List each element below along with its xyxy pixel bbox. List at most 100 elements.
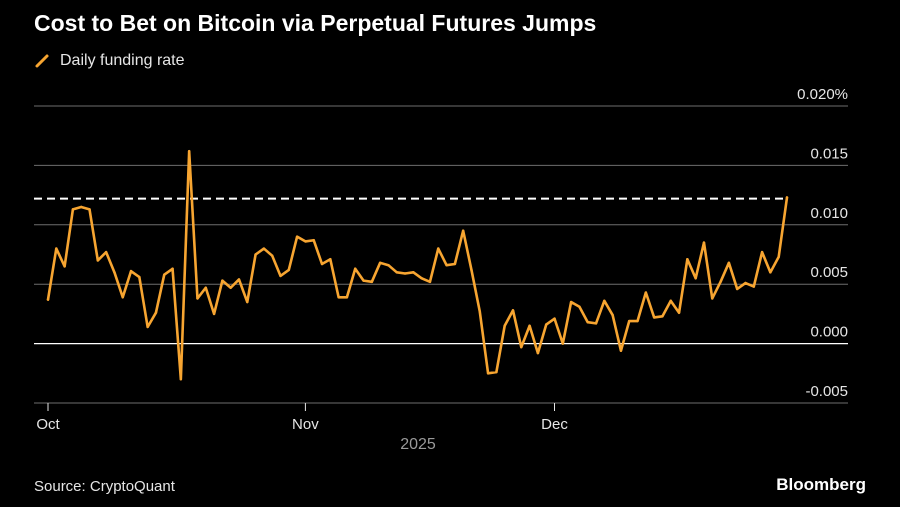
- data-point: [428, 280, 432, 284]
- data-point: [744, 281, 747, 285]
- data-point: [179, 378, 183, 381]
- data-point: [677, 311, 681, 314]
- data-point: [104, 250, 108, 254]
- data-point: [652, 316, 656, 319]
- data-point: [262, 247, 266, 250]
- data-point: [146, 325, 149, 329]
- chart-title: Cost to Bet on Bitcoin via Perpetual Fut…: [34, 10, 597, 36]
- data-point: [196, 297, 199, 300]
- data-point: [354, 267, 357, 270]
- data-point: [545, 323, 548, 326]
- data-point: [88, 208, 91, 211]
- data-point: [486, 372, 490, 375]
- data-point: [412, 271, 415, 274]
- y-tick-label: 0.005: [810, 264, 848, 281]
- data-point: [495, 370, 498, 374]
- data-point: [270, 254, 274, 257]
- data-point: [445, 263, 448, 267]
- data-point: [611, 313, 614, 317]
- data-point: [129, 269, 133, 273]
- data-point: [312, 239, 315, 242]
- data-point: [171, 267, 174, 270]
- data-point: [603, 299, 606, 303]
- data-point: [553, 317, 556, 320]
- data-point: [694, 277, 697, 280]
- x-axis-year-label: 2025: [400, 436, 436, 453]
- x-tick-label: Nov: [292, 416, 319, 433]
- data-point: [511, 309, 515, 312]
- data-point: [403, 272, 407, 275]
- data-point: [470, 268, 473, 272]
- data-point: [212, 312, 216, 316]
- legend-label: Daily funding rate: [60, 52, 185, 69]
- legend-line-icon: [35, 54, 49, 68]
- data-point: [46, 298, 50, 301]
- data-point: [204, 286, 207, 289]
- data-point: [686, 258, 689, 261]
- data-point: [295, 235, 299, 238]
- y-tick-label: 0.010: [810, 205, 848, 222]
- data-point: [287, 268, 290, 272]
- data-point: [320, 262, 324, 266]
- data-point: [644, 291, 648, 294]
- data-point: [395, 271, 398, 274]
- data-point: [221, 279, 224, 282]
- y-tick-label: 0.015: [810, 145, 848, 162]
- x-tick-label: Dec: [541, 416, 568, 433]
- data-point: [437, 247, 440, 250]
- data-point: [345, 296, 349, 299]
- data-point: [619, 349, 623, 352]
- data-point: [378, 261, 382, 265]
- data-point: [461, 229, 465, 232]
- data-point: [760, 250, 764, 254]
- data-point: [785, 196, 789, 199]
- y-tick-label: 0.020%: [797, 86, 848, 103]
- data-point: [163, 273, 166, 276]
- data-point: [337, 296, 340, 299]
- data-point: [536, 351, 540, 355]
- data-point: [453, 262, 457, 266]
- data-point: [304, 240, 307, 243]
- legend: Daily funding rate: [34, 52, 185, 70]
- data-point: [628, 319, 631, 323]
- data-point: [735, 287, 739, 291]
- data-point: [420, 277, 423, 280]
- data-point: [279, 274, 282, 278]
- data-point: [96, 259, 100, 262]
- data-point: [387, 263, 390, 267]
- y-tick-label: 0.000: [810, 324, 848, 341]
- data-point: [187, 149, 191, 153]
- data-point: [702, 241, 706, 244]
- source-note: Source: CryptoQuant: [34, 478, 175, 495]
- data-point: [138, 275, 141, 279]
- data-point: [63, 265, 66, 268]
- data-point: [113, 271, 116, 274]
- bloomberg-logo: Bloomberg: [776, 475, 866, 494]
- data-point: [719, 280, 722, 284]
- data-point: [594, 322, 598, 325]
- data-point: [711, 297, 714, 300]
- data-point: [777, 255, 780, 259]
- data-point: [569, 300, 573, 304]
- data-point: [80, 205, 83, 209]
- data-point: [520, 345, 523, 349]
- y-tick-label: -0.005: [805, 383, 848, 400]
- data-point: [661, 315, 664, 318]
- data-point: [727, 261, 731, 265]
- data-point: [561, 342, 565, 345]
- data-point: [669, 299, 672, 303]
- series-line-daily-funding-rate: [46, 149, 789, 381]
- data-point: [237, 278, 241, 281]
- data-point: [246, 300, 249, 304]
- data-point: [752, 285, 755, 288]
- data-point: [229, 286, 232, 289]
- data-point: [362, 279, 365, 282]
- data-point: [636, 319, 639, 323]
- data-point: [71, 208, 75, 211]
- data-point: [769, 271, 772, 274]
- data-point: [478, 310, 481, 313]
- x-tick-label: Oct: [36, 416, 60, 433]
- data-point: [329, 258, 332, 261]
